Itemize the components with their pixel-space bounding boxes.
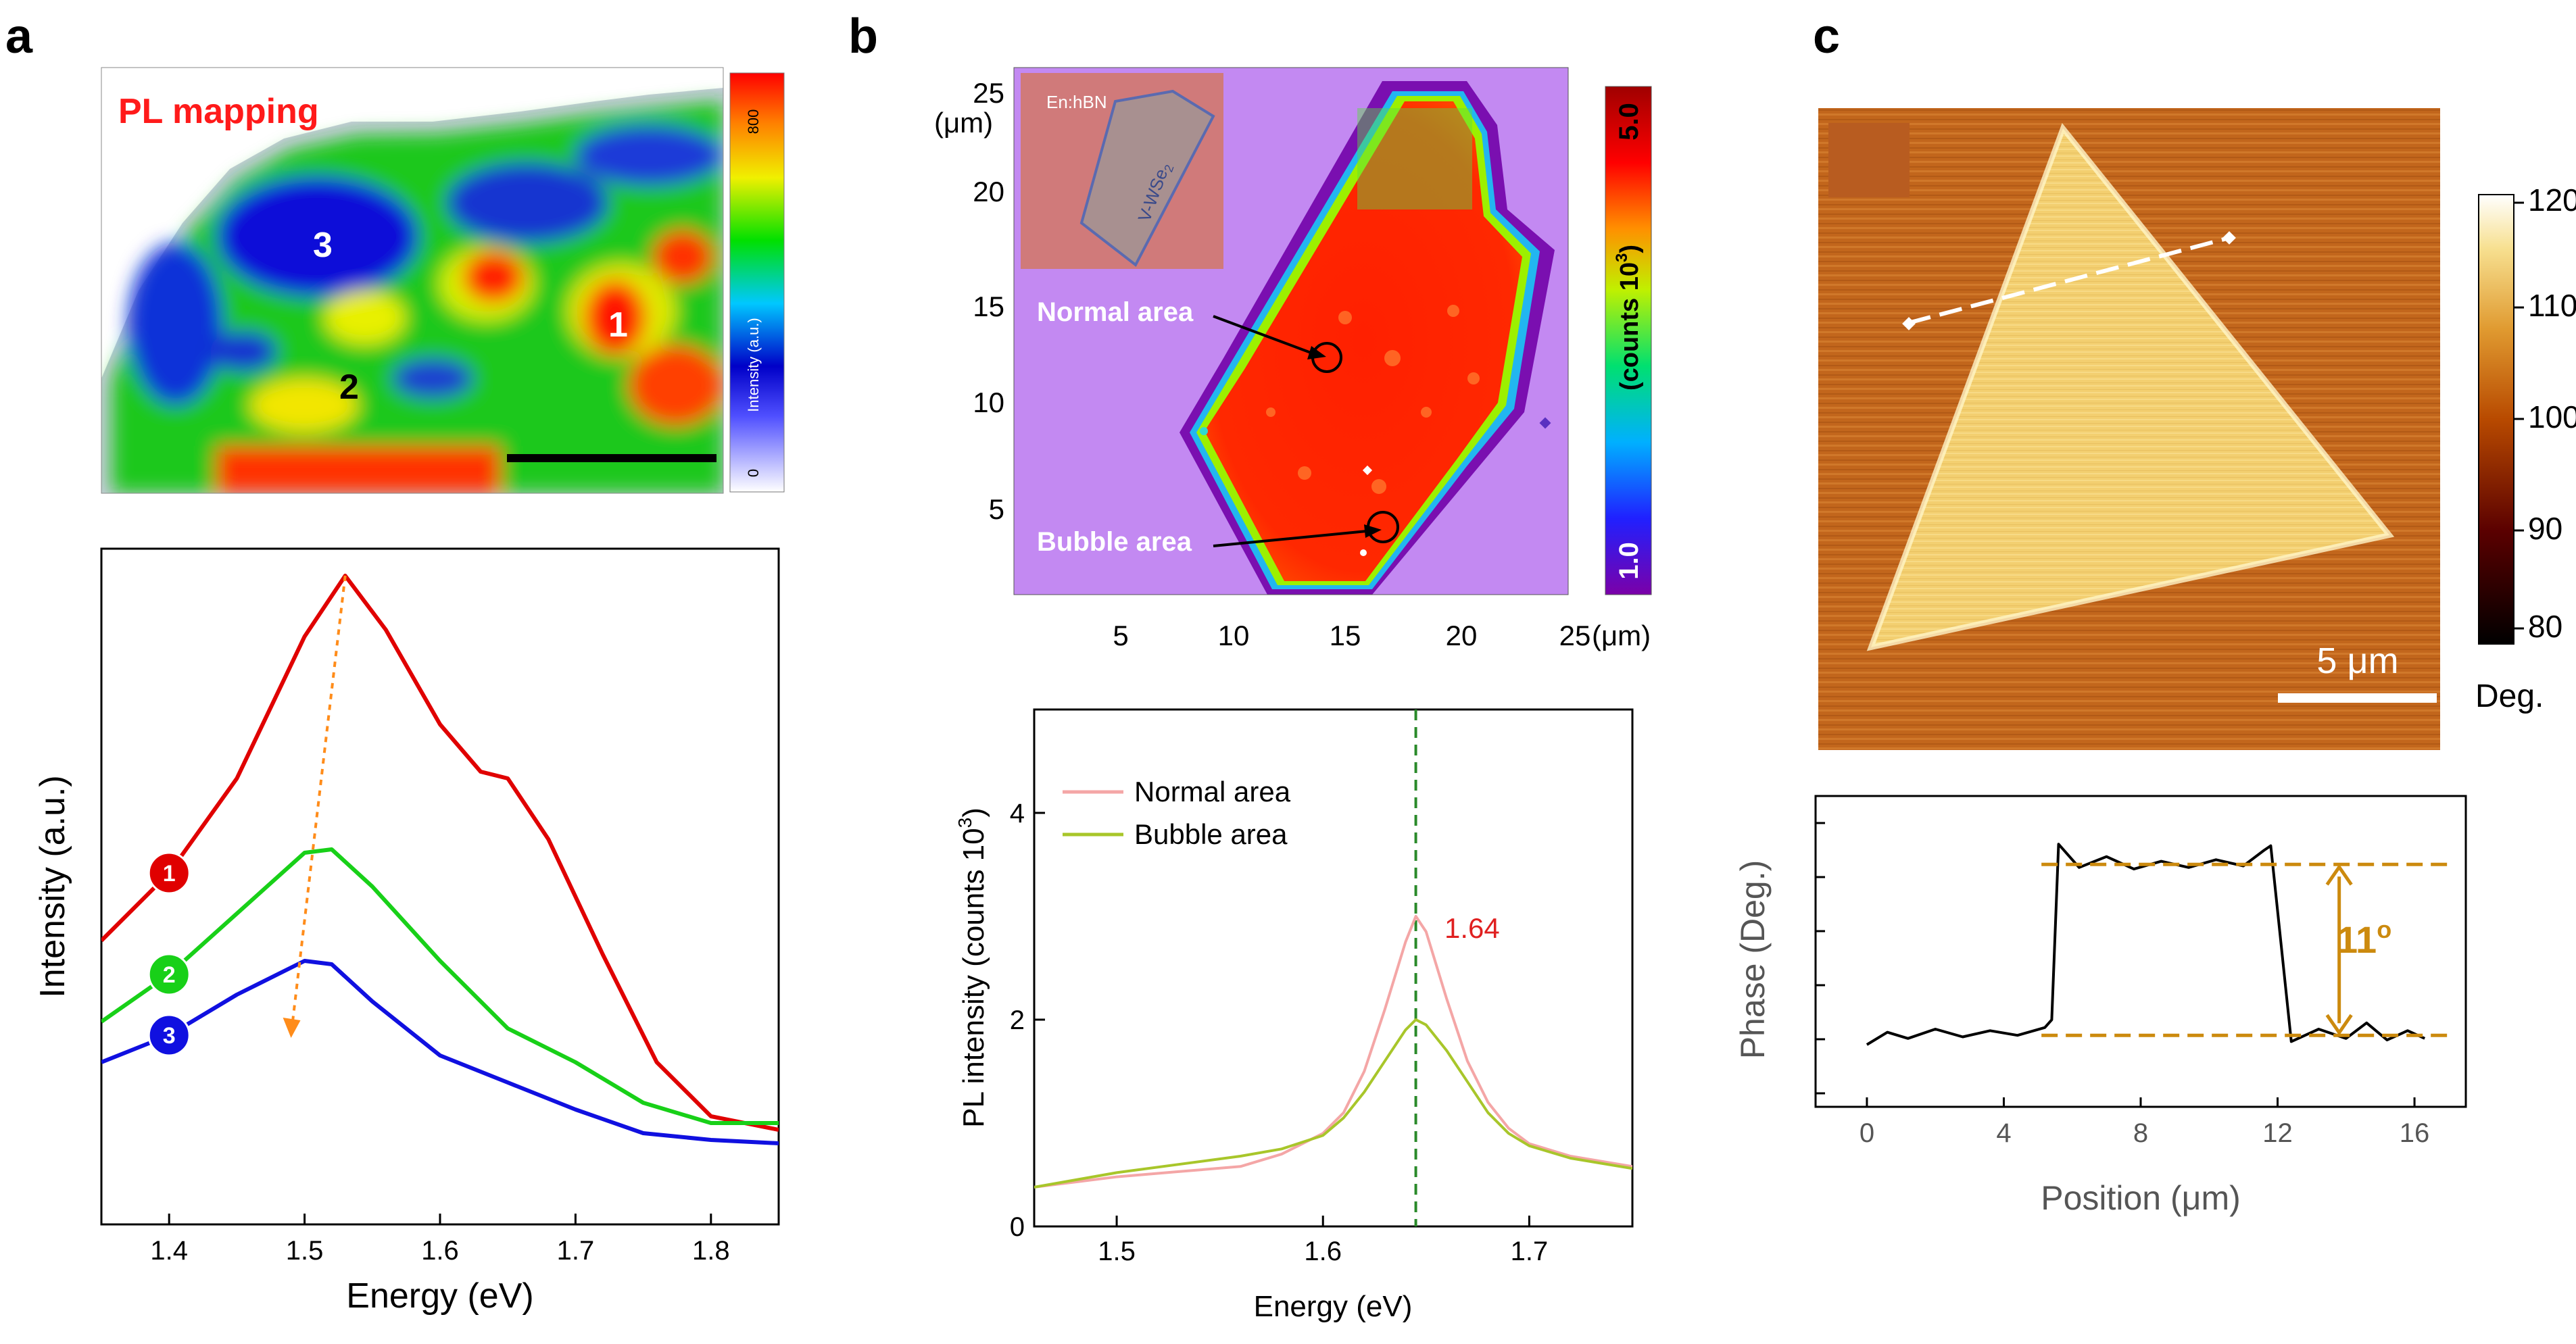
spectra-b-ylabel-sup: 3 xyxy=(954,818,975,828)
panel-c-letter: c xyxy=(1813,9,1840,64)
spectra-a-frame xyxy=(100,547,780,1226)
map-b-y-unit: (μm) xyxy=(934,107,993,139)
pl-map-region-1: 1 xyxy=(608,305,628,345)
pl-map-region-3: 3 xyxy=(313,226,333,265)
spectra-b-legend: Normal area Bubble area xyxy=(1063,776,1291,850)
panel-a-letter: a xyxy=(5,9,33,64)
phase-step-label: 11o xyxy=(2337,916,2391,961)
afm-colorbar-tick: 100 xyxy=(2528,399,2576,434)
map-b-xtick: 5 xyxy=(1113,620,1128,651)
spectra-a-plot: 1 2 3 1.4 1.5 1.6 1.7 1.8 xyxy=(100,547,780,1266)
annotation-normal-area: Normal area xyxy=(1037,297,1194,327)
spectrum-a-series-2 xyxy=(101,847,779,1125)
spectra-b-xtick-label: 1.7 xyxy=(1511,1237,1549,1266)
spectra-b-plot: 1.5 1.6 1.7 0 2 4 xyxy=(1010,708,1634,1266)
spectrum-a-series-3 xyxy=(101,959,779,1145)
phase-step-arrowhead-bottom xyxy=(2325,1014,2353,1036)
phase-profile-xtick-label: 8 xyxy=(2133,1118,2148,1148)
spectra-b-ylabel-end: ) xyxy=(957,807,990,818)
map-b-ytick: 5 xyxy=(989,493,1004,525)
map-b-ytick: 15 xyxy=(973,291,1004,322)
phase-profile-xlabel: Position (μm) xyxy=(2041,1179,2241,1217)
map-b-xtick: 20 xyxy=(1446,620,1478,651)
pl-intensity-colorbar-max: 5.0 xyxy=(1614,103,1644,141)
pl-map-title: PL mapping xyxy=(118,92,319,131)
spectra-b-peak-label: 1.64 xyxy=(1444,912,1500,944)
spectra-a-xtick-label: 1.7 xyxy=(557,1236,595,1266)
pl-intensity-map xyxy=(1013,67,1569,595)
map-b-ytick: 25 xyxy=(973,77,1004,109)
spectrum-a-marker-label: 2 xyxy=(163,962,176,988)
map-b-ytick: 20 xyxy=(973,176,1004,207)
spectra-b-ylabel: PL intensity (counts 103) xyxy=(954,807,990,1128)
pl-map-image xyxy=(101,67,724,494)
pl-map-region-2: 2 xyxy=(339,368,359,407)
afm-colorbar-tick: 120 xyxy=(2528,182,2576,218)
pl-intensity-colorbar-min: 1.0 xyxy=(1614,542,1644,580)
phase-step-arrowhead-top xyxy=(2325,864,2353,886)
afm-colorbar-tick: 110 xyxy=(2528,288,2576,323)
afm-colorbar-tick: 80 xyxy=(2528,609,2562,644)
pl-intensity-colorbar-label-sup: 3 xyxy=(1613,253,1631,262)
afm-colorbar-tick: 90 xyxy=(2528,511,2562,546)
optical-inset xyxy=(1021,73,1223,269)
spectrum-a-series-1 xyxy=(101,574,779,1132)
pl-map-colorbar-max: 800 xyxy=(745,109,762,134)
legend-normal-label: Normal area xyxy=(1134,776,1291,807)
spectrum-a-marker-label: 1 xyxy=(163,861,176,887)
phase-profile-plot: 0 4 8 12 16 xyxy=(1814,795,2467,1148)
spectrum-a-marker-label: 3 xyxy=(163,1023,176,1049)
phase-step-label-sup: o xyxy=(2377,916,2391,943)
pl-intensity-colorbar-label: (counts 103) xyxy=(1613,245,1644,391)
phase-profile-xtick-label: 4 xyxy=(1996,1118,2011,1148)
map-b-xtick: 25 xyxy=(1559,620,1591,651)
pl-map-colorbar-min: 0 xyxy=(745,469,762,477)
afm-phase-image xyxy=(1818,108,2440,750)
inset-hbn-label: En:hBN xyxy=(1046,92,1107,112)
phase-profile-xtick-label: 16 xyxy=(2400,1118,2430,1148)
pl-map-colorbar-label: Intensity (a.u.) xyxy=(745,318,762,412)
legend-bubble-label: Bubble area xyxy=(1134,818,1288,850)
afm-colorbar xyxy=(2478,194,2524,645)
phase-profile-xtick-label: 0 xyxy=(1860,1118,1874,1148)
panel-b-letter: b xyxy=(848,9,878,64)
spectra-b-ytick-label: 2 xyxy=(1010,1005,1025,1035)
pl-intensity-colorbar-label-end: ) xyxy=(1615,245,1644,253)
afm-scale-label: 5 μm xyxy=(2316,641,2398,681)
peak-shift-arrow xyxy=(289,575,347,1036)
spectrum-b-series-normal-area xyxy=(1034,915,1632,1189)
annotation-bubble-area: Bubble area xyxy=(1037,527,1192,557)
spectra-a-xlabel: Energy (eV) xyxy=(346,1276,533,1316)
map-b-xtick: 15 xyxy=(1330,620,1361,651)
pl-map-colorbar xyxy=(729,72,785,493)
spectra-a-xtick-label: 1.4 xyxy=(150,1236,188,1266)
spectrum-a-marker-1 xyxy=(147,851,191,895)
spectra-b-ytick-label: 0 xyxy=(1010,1212,1025,1242)
map-b-ticks: 25 20 15 10 5 5 10 15 20 25 xyxy=(973,77,1590,651)
map-b-xtick: 10 xyxy=(1218,620,1250,651)
spectrum-a-marker-3 xyxy=(147,1014,191,1057)
afm-colorbar-unit: Deg. xyxy=(2475,678,2544,714)
spectra-b-xlabel: Energy (eV) xyxy=(1254,1290,1413,1323)
spectra-a-xtick-label: 1.5 xyxy=(286,1236,324,1266)
map-b-ytick: 10 xyxy=(973,387,1004,418)
spectra-b-frame xyxy=(1033,708,1634,1228)
spectra-a-xtick-label: 1.6 xyxy=(421,1236,459,1266)
spectrum-a-marker-2 xyxy=(147,953,191,996)
peak-shift-arrowhead xyxy=(283,1018,301,1038)
phase-profile-ylabel: Phase (Deg.) xyxy=(1734,860,1772,1060)
spectra-a-ylabel: Intensity (a.u.) xyxy=(33,775,72,997)
spectra-a-xtick-label: 1.8 xyxy=(692,1236,730,1266)
spectra-b-xtick-label: 1.6 xyxy=(1304,1237,1342,1266)
spectra-b-ytick-label: 4 xyxy=(1010,799,1025,828)
spectra-b-xtick-label: 1.5 xyxy=(1098,1237,1136,1266)
map-b-x-unit: (μm) xyxy=(1592,620,1651,651)
spectrum-b-series-bubble-area xyxy=(1034,1018,1632,1189)
phase-profile-xtick-label: 12 xyxy=(2262,1118,2293,1148)
pl-intensity-colorbar xyxy=(1605,86,1652,595)
